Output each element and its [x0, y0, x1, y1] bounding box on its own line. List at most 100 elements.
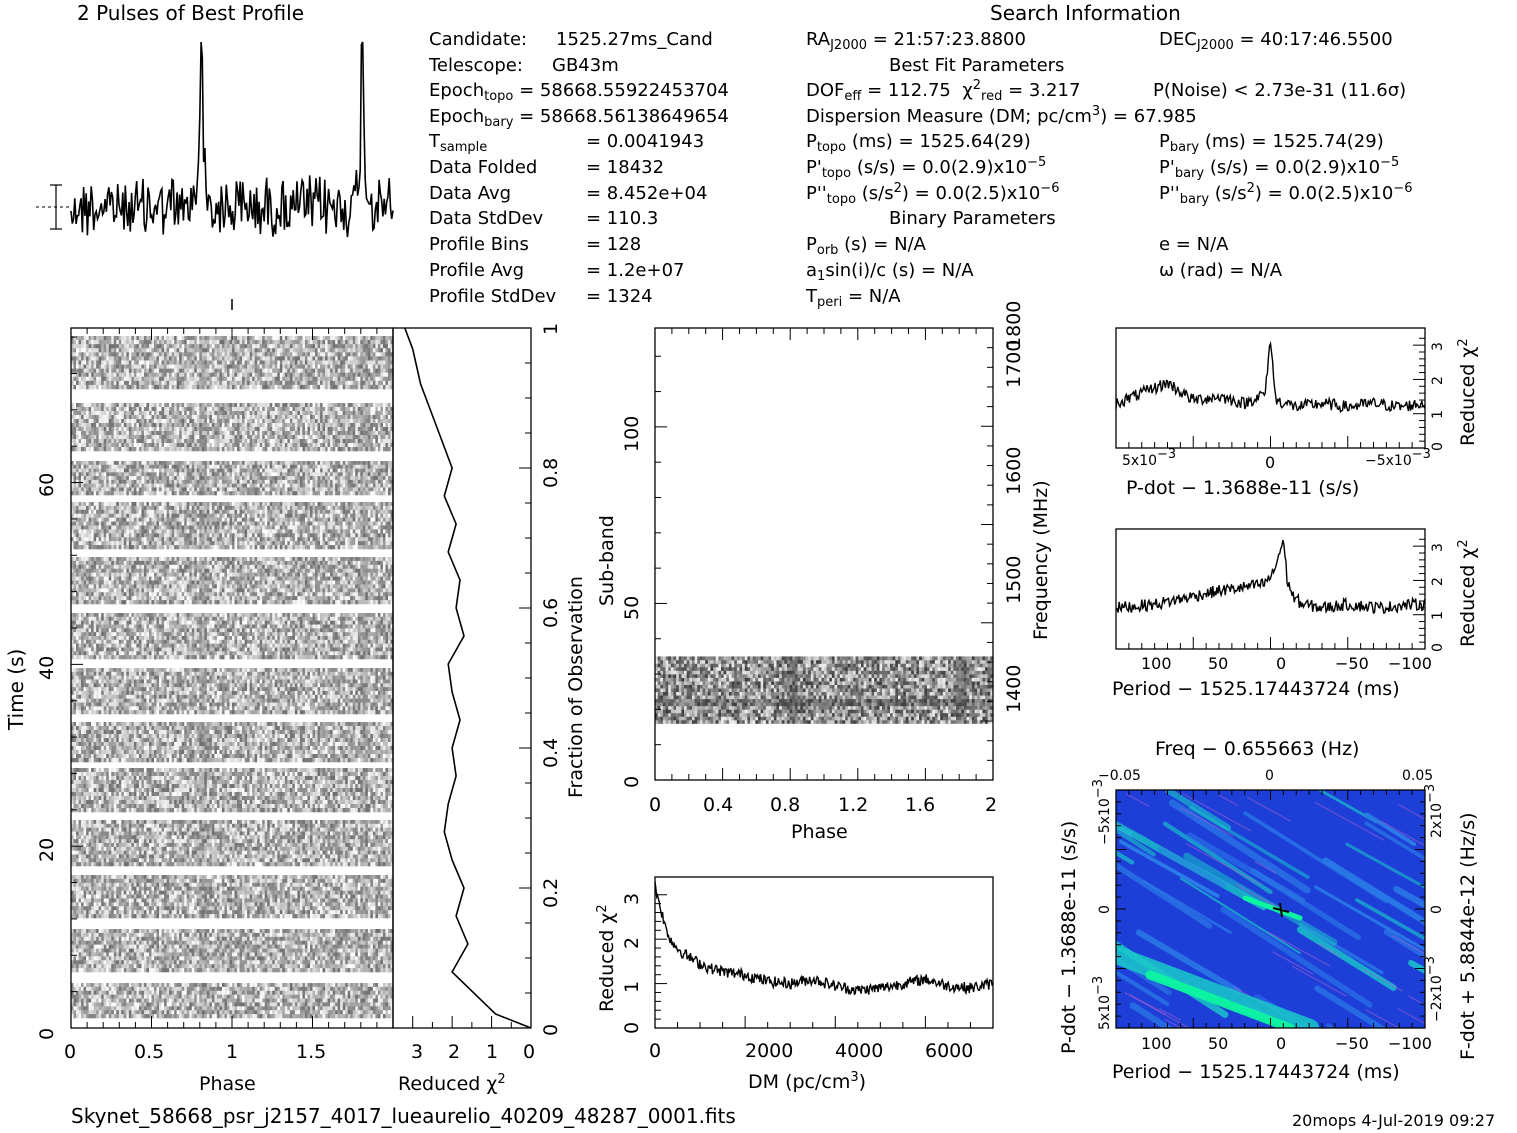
time-phase-cell	[267, 419, 270, 423]
time-phase-cell	[343, 476, 346, 480]
time-phase-cell	[358, 365, 361, 369]
time-phase-cell	[383, 480, 386, 484]
time-phase-cell	[167, 415, 170, 419]
time-phase-cell	[227, 487, 230, 491]
time-phase-cell	[207, 502, 210, 506]
time-phase-cell	[235, 431, 238, 435]
time-phase-cell	[126, 502, 129, 506]
time-phase-cell	[134, 447, 137, 451]
time-phase-cell	[159, 435, 162, 439]
time-phase-cell	[179, 506, 182, 510]
time-phase-cell	[182, 435, 185, 439]
time-phase-cell	[81, 377, 84, 381]
time-phase-cell	[292, 419, 295, 423]
time-phase-cell	[159, 484, 162, 488]
time-phase-cell	[307, 377, 310, 381]
time-phase-cell	[345, 403, 348, 407]
time-phase-cell	[222, 340, 225, 344]
time-phase-cell	[260, 480, 263, 484]
time-phase-cell	[297, 352, 300, 356]
time-phase-cell	[194, 340, 197, 344]
time-phase-cell	[126, 472, 129, 476]
time-phase-cell	[194, 385, 197, 389]
time-phase-cell	[265, 461, 268, 465]
time-phase-cell	[247, 435, 250, 439]
time-phase-cell	[325, 465, 328, 469]
time-phase-cell	[76, 407, 79, 411]
time-phase-cell	[338, 415, 341, 419]
time-phase-cell	[247, 348, 250, 352]
time-phase-cell	[124, 502, 127, 506]
time-phase-cell	[207, 411, 210, 415]
time-phase-cell	[162, 369, 165, 373]
time-phase-cell	[84, 373, 87, 377]
time-phase-cell	[227, 381, 230, 385]
time-phase-cell	[290, 469, 293, 473]
time-phase-cell	[207, 431, 210, 435]
time-phase-cell	[343, 423, 346, 427]
time-phase-cell	[89, 491, 92, 495]
time-phase-cell	[217, 336, 220, 340]
time-phase-cell	[162, 403, 165, 407]
time-phase-cell	[149, 431, 152, 435]
time-phase-cell	[167, 360, 170, 364]
time-phase-cell	[360, 419, 363, 423]
time-phase-cell	[325, 407, 328, 411]
time-phase-cell	[219, 435, 222, 439]
time-phase-cell	[275, 340, 278, 344]
time-phase-cell	[345, 365, 348, 369]
time-phase-cell	[119, 344, 122, 348]
time-phase-cell	[167, 469, 170, 473]
time-phase-cell	[129, 443, 132, 447]
time-phase-cell	[265, 472, 268, 476]
time-phase-cell	[333, 435, 336, 439]
time-phase-cell	[343, 491, 346, 495]
time-phase-cell	[212, 360, 215, 364]
time-phase-cell	[81, 431, 84, 435]
time-phase-cell	[368, 365, 371, 369]
time-phase-cell	[335, 381, 338, 385]
time-phase-cell	[302, 407, 305, 411]
time-phase-cell	[212, 352, 215, 356]
time-phase-cell	[141, 385, 144, 389]
time-phase-cell	[232, 491, 235, 495]
time-phase-cell	[101, 423, 104, 427]
time-phase-cell	[257, 340, 260, 344]
time-phase-cell	[290, 491, 293, 495]
time-phase-cell	[375, 502, 378, 506]
time-phase-cell	[257, 431, 260, 435]
time-phase-cell	[305, 340, 308, 344]
time-phase-cell	[287, 491, 290, 495]
time-phase-cell	[380, 427, 383, 431]
time-phase-cell	[134, 506, 137, 510]
time-phase-cell	[209, 439, 212, 443]
time-phase-cell	[162, 344, 165, 348]
time-phase-cell	[104, 415, 107, 419]
time-phase-cell	[360, 484, 363, 488]
time-phase-cell	[84, 439, 87, 443]
time-phase-cell	[86, 443, 89, 447]
time-phase-cell	[121, 365, 124, 369]
time-phase-cell	[222, 381, 225, 385]
time-phase-cell	[101, 369, 104, 373]
time-phase-cell	[141, 439, 144, 443]
time-phase-cell	[287, 385, 290, 389]
time-phase-cell	[184, 381, 187, 385]
time-phase-cell	[116, 348, 119, 352]
time-phase-cell	[250, 381, 253, 385]
time-phase-cell	[333, 385, 336, 389]
time-phase-cell	[164, 465, 167, 469]
time-phase-cell	[380, 465, 383, 469]
time-phase-cell	[388, 369, 391, 373]
time-phase-cell	[373, 373, 376, 377]
time-phase-cell	[146, 373, 149, 377]
time-phase-cell	[260, 435, 263, 439]
time-phase-cell	[209, 377, 212, 381]
time-phase-cell	[328, 502, 331, 506]
time-phase-cell	[141, 472, 144, 476]
time-phase-cell	[222, 487, 225, 491]
time-phase-cell	[330, 502, 333, 506]
time-phase-cell	[292, 407, 295, 411]
time-phase-cell	[370, 491, 373, 495]
time-phase-cell	[272, 381, 275, 385]
